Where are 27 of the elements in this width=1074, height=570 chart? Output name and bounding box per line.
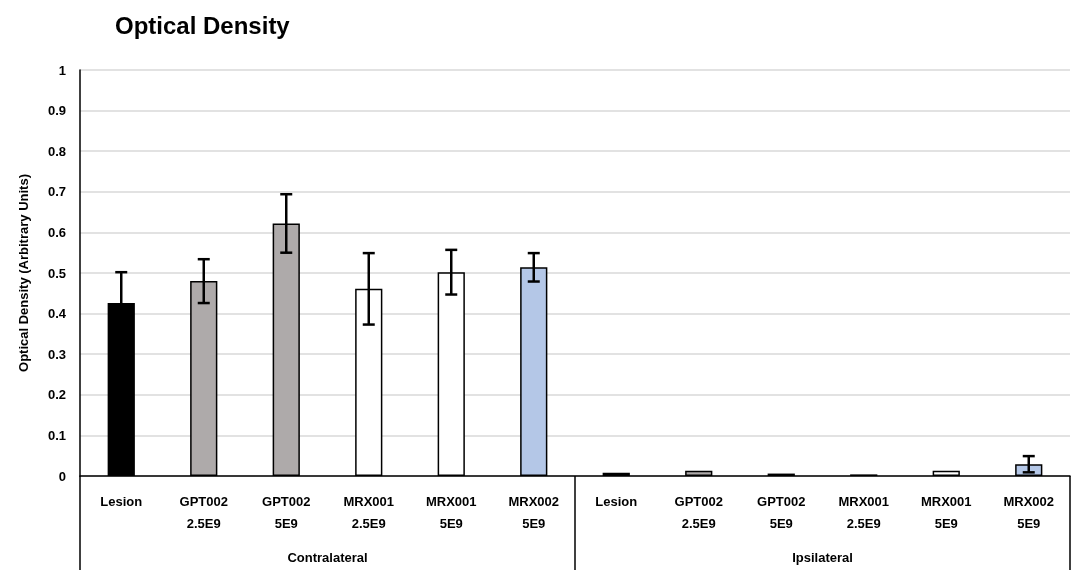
- text: Contralateral: [287, 549, 368, 565]
- y-tick-label: 0.1: [47, 427, 66, 443]
- chart-title: Optical Density: [115, 11, 291, 39]
- y-tick-label: 0.7: [47, 184, 66, 200]
- x-tick-label: GPT002 5E9: [757, 493, 806, 531]
- y-tick-label: 0.2: [47, 387, 66, 403]
- y-tick-label: 0.6: [47, 224, 66, 240]
- x-tick-label: GPT002 2.5E9: [179, 493, 228, 531]
- x-tick-label: MRX001 5E9: [920, 493, 972, 531]
- x-tick-label: Lesion: [100, 493, 143, 509]
- y-tick-label: 0.5: [47, 265, 66, 281]
- y-tick-label: 0.3: [47, 346, 66, 362]
- y-tick-label: 0.4: [47, 306, 67, 322]
- x-tick-label: MRX002 5E9: [508, 493, 560, 531]
- y-tick-label: 1: [58, 62, 66, 78]
- x-tick-label: GPT002 2.5E9: [674, 493, 723, 531]
- x-tick-label: MRX001 2.5E9: [838, 493, 890, 531]
- y-axis-title: Optical Density (Arbitrary Units): [16, 174, 31, 372]
- x-tick-label: GPT002 5E9: [262, 493, 311, 531]
- x-tick-label: MRX001 2.5E9: [343, 493, 395, 531]
- x-tick-label: MRX002 5E9: [1003, 493, 1055, 531]
- x-tick-label: Lesion: [595, 493, 638, 509]
- y-tick-label: 0.8: [47, 143, 66, 159]
- y-tick-label: 0: [58, 468, 66, 484]
- text: Ipsilateral: [792, 549, 853, 565]
- x-tick-label: MRX001 5E9: [425, 493, 477, 531]
- y-tick-label: 0.9: [47, 103, 66, 119]
